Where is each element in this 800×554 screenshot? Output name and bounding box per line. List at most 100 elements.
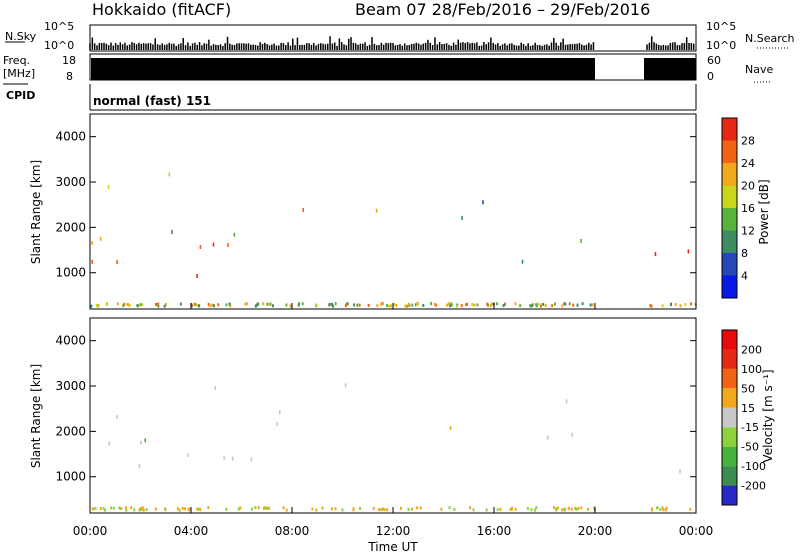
velocity-cell — [419, 506, 422, 510]
x-axis-label: Time UT — [367, 540, 418, 554]
power-cell — [268, 302, 271, 306]
colorbar-tick-label: 200 — [741, 343, 762, 356]
power-cell — [123, 302, 126, 306]
power-cell — [334, 302, 337, 306]
velocity-cell — [262, 506, 265, 510]
colorbar-swatch — [722, 185, 737, 208]
colorbar-swatch — [722, 208, 737, 231]
velocity-cell — [383, 508, 386, 512]
velocity-cell — [530, 508, 533, 512]
velocity-cell — [285, 508, 288, 512]
power-cell — [375, 208, 378, 213]
colorbar-swatch — [722, 330, 737, 350]
power-cell — [539, 303, 542, 307]
velocity-cell — [145, 508, 148, 512]
power-cell — [591, 303, 594, 307]
velocity-cell — [102, 507, 105, 511]
power-cell — [164, 302, 167, 306]
power-cell — [404, 304, 407, 308]
power-cell — [95, 303, 98, 307]
power-cell — [465, 303, 468, 307]
power-cell — [455, 304, 458, 308]
power-cell — [679, 304, 682, 308]
velocity-colorbar: 200 100 50 15 -15 -50 -100 -200 — [721, 329, 766, 506]
power-cell — [163, 304, 166, 308]
power-cell — [386, 304, 389, 308]
velocity-cell — [276, 422, 278, 427]
power-cell — [393, 302, 396, 306]
velocity-cell — [380, 508, 383, 512]
power-cell — [245, 302, 248, 306]
power-cell — [233, 232, 236, 237]
velocity-cell — [315, 508, 318, 512]
velocity-cell — [563, 508, 566, 512]
power-cell — [90, 304, 93, 308]
power-cell — [171, 229, 173, 234]
power-cell — [105, 303, 108, 307]
velocity-cell — [125, 508, 128, 512]
power-cell — [460, 304, 463, 308]
colorbar-tick-label: 4 — [741, 270, 748, 283]
velocity-cell — [570, 507, 573, 511]
y-tick-label: 1000 — [55, 470, 86, 484]
colorbar-tick-label: 16 — [741, 202, 755, 215]
power-cell — [514, 302, 517, 306]
power-cell — [564, 302, 567, 306]
nave-tick-high: 60 — [707, 54, 721, 67]
velocity-cell — [651, 508, 654, 512]
freq-fill-main — [91, 58, 595, 80]
velocity-cell — [352, 508, 355, 512]
power-cell — [122, 304, 125, 308]
power-cell — [297, 302, 300, 306]
power-cell — [254, 304, 257, 308]
power-cell — [687, 249, 690, 254]
x-tick-label: 08:00 — [275, 524, 310, 538]
power-cell — [430, 302, 433, 306]
freq-tick-high: 18 — [62, 54, 76, 67]
velocity-data — [91, 383, 692, 512]
power-cell — [580, 238, 582, 243]
velocity-cell — [567, 506, 570, 510]
colorbar-swatch — [722, 118, 737, 141]
power-cell — [356, 303, 359, 307]
noise-tick-high-left: 10^5 — [44, 20, 74, 33]
power-cell — [531, 303, 534, 307]
x-tick-label: 12:00 — [376, 524, 411, 538]
power-y-axis-label: Slant Range [km] — [29, 160, 43, 264]
velocity-cell — [223, 456, 225, 461]
power-cell — [302, 207, 305, 212]
power-cell — [196, 273, 198, 278]
power-cell — [536, 302, 539, 306]
colorbar-swatch — [722, 349, 737, 369]
power-cell — [674, 303, 677, 307]
colorbar-tick-label: 50 — [741, 382, 755, 395]
velocity-cell — [112, 506, 115, 510]
power-cell — [416, 302, 419, 306]
power-y-ticks: 1000 2000 3000 4000 — [55, 130, 696, 280]
velocity-cell — [535, 506, 538, 510]
power-cell — [289, 304, 292, 308]
velocity-cell — [331, 507, 334, 511]
velocity-cell — [254, 506, 257, 510]
velocity-cell — [555, 507, 558, 511]
cpid-strip: CPID normal (fast) 151 — [3, 83, 697, 111]
velocity-cell — [142, 508, 145, 512]
power-cell — [285, 303, 288, 307]
nsky-label: N.Sky — [5, 30, 37, 43]
power-cell — [208, 304, 211, 308]
y-tick-label: 3000 — [55, 175, 86, 189]
velocity-cell — [556, 506, 559, 510]
velocity-cell — [496, 508, 499, 512]
velocity-cell — [178, 508, 181, 512]
colorbar-swatch — [722, 230, 737, 253]
power-cell — [227, 243, 229, 248]
power-cell — [331, 302, 334, 306]
velocity-cell — [266, 506, 269, 510]
noise-trace — [89, 36, 695, 50]
power-cell — [198, 304, 201, 308]
power-cell — [136, 303, 139, 307]
colorbar-tick-label: -200 — [741, 480, 766, 493]
power-cell — [414, 303, 417, 307]
velocity-cell — [679, 469, 681, 474]
velocity-cell — [108, 441, 111, 446]
